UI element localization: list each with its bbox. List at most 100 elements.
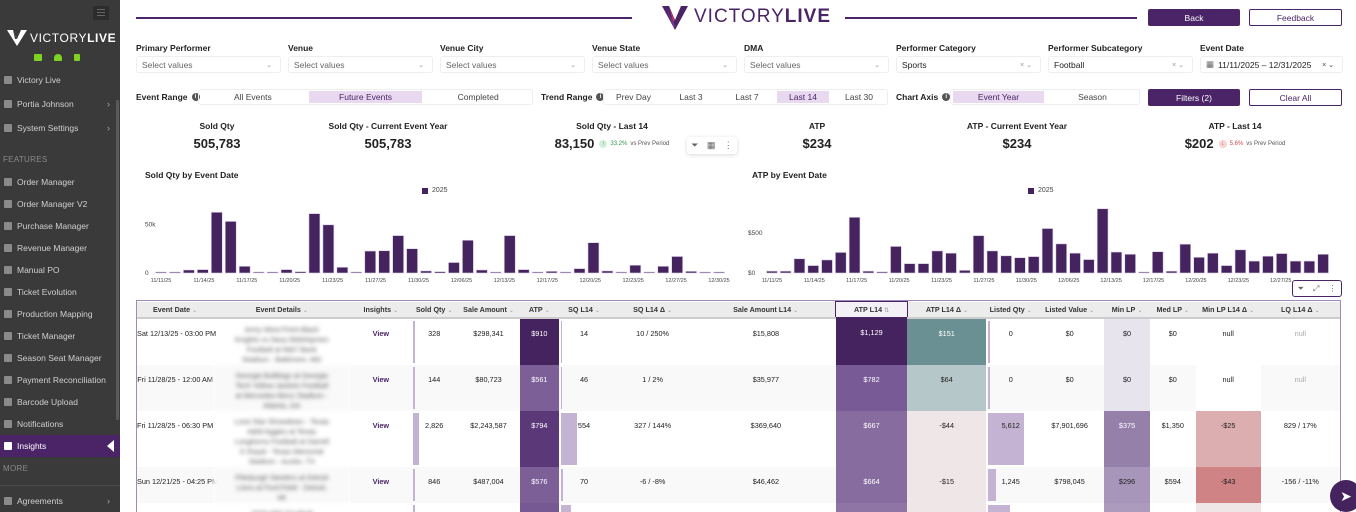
column-header-sq-l14[interactable]: SQ L14 ⌄	[558, 301, 610, 319]
bar[interactable]	[671, 256, 683, 274]
option-last-3[interactable]: Last 3	[679, 92, 703, 102]
sidebar-item-barcode-upload[interactable]: Barcode Upload	[0, 391, 120, 413]
bar[interactable]	[1152, 251, 1164, 274]
bar[interactable]	[1262, 255, 1274, 274]
bar[interactable]	[1234, 249, 1247, 274]
bar[interactable]	[531, 271, 544, 274]
sidebar-scrollbar[interactable]	[116, 100, 119, 420]
bar[interactable]	[1138, 271, 1150, 274]
chevron-down-icon[interactable]: ⌄	[393, 307, 399, 314]
chevron-down-icon[interactable]: ⌄	[1089, 307, 1095, 314]
bar[interactable]	[1000, 255, 1012, 274]
sidebar-item-order-manager[interactable]: Order Manager	[0, 171, 120, 193]
info-icon[interactable]: i	[596, 93, 605, 101]
chevron-down-icon[interactable]: ⌄	[722, 61, 728, 69]
bar[interactable]	[238, 265, 251, 274]
chevron-down-icon[interactable]: ⌄	[302, 307, 308, 314]
filters-button[interactable]: Filters (2)	[1148, 89, 1240, 106]
bar[interactable]	[945, 252, 957, 274]
bar[interactable]	[462, 239, 474, 274]
chevron-down-icon[interactable]: ⌄	[508, 307, 514, 314]
chevron-down-icon[interactable]: ⌄	[1137, 307, 1143, 314]
bar[interactable]	[1220, 265, 1233, 274]
sidebar-item-manual-po[interactable]: Manual PO	[0, 259, 120, 281]
option-all-events[interactable]: All Events	[233, 92, 272, 102]
chevron-down-icon[interactable]: ⌄	[570, 61, 576, 69]
filter-select-event-date[interactable]: ▦ 11/11/2025 – 12/31/2025 × ⌄	[1200, 56, 1343, 73]
bar[interactable]	[1193, 257, 1205, 274]
chevron-down-icon[interactable]: × ⌄	[1322, 61, 1334, 69]
bar[interactable]	[211, 211, 223, 274]
chevron-down-icon[interactable]: ⌄	[1249, 307, 1255, 314]
chevron-down-icon[interactable]: × ⌄	[1172, 61, 1184, 69]
bar[interactable]	[917, 263, 930, 274]
bar[interactable]	[890, 246, 902, 274]
bar[interactable]	[1303, 260, 1316, 274]
sidebar-item-payment-reconciliation[interactable]: Payment Reconciliation	[0, 369, 120, 391]
option-future-events[interactable]: Future Events	[308, 91, 423, 103]
sidebar-item-order-manager-v2[interactable]: Order Manager V2	[0, 193, 120, 215]
option-last-30[interactable]: Last 30	[845, 92, 873, 102]
bar[interactable]	[1317, 253, 1329, 274]
bar[interactable]	[197, 269, 209, 274]
sidebar-item-production-mapping[interactable]: Production Mapping	[0, 303, 120, 325]
bar[interactable]	[699, 271, 711, 274]
filter-icon[interactable]: ⏷	[691, 140, 699, 150]
option-prev-day[interactable]: Prev Day	[616, 92, 651, 102]
sidebar-item-ticket-manager[interactable]: Ticket Manager	[0, 325, 120, 347]
bar[interactable]	[266, 271, 279, 274]
chevron-down-icon[interactable]: ⌄	[266, 61, 272, 69]
bar[interactable]	[322, 224, 335, 274]
column-header-med-lp[interactable]: Med LP ⌄	[1149, 301, 1196, 319]
bar[interactable]	[294, 271, 307, 274]
bar[interactable]	[364, 250, 377, 274]
bar[interactable]	[876, 271, 888, 274]
bar[interactable]	[766, 270, 778, 274]
chevron-down-icon[interactable]: ⌄	[667, 307, 673, 314]
bar[interactable]	[848, 217, 861, 274]
bar[interactable]	[1207, 252, 1219, 274]
bar[interactable]	[350, 271, 363, 274]
column-header-atp-l14[interactable]: ATP L14 ⇅	[835, 301, 908, 318]
cell-insights[interactable]: View	[350, 411, 411, 467]
bar[interactable]	[972, 235, 985, 274]
column-header-sale-amount[interactable]: Sale Amount ⌄	[457, 301, 521, 319]
column-header-event-date[interactable]: Event Date ⌄	[137, 301, 214, 319]
column-header-listed-value[interactable]: Listed Value ⌄	[1035, 301, 1105, 319]
chevron-down-icon[interactable]: ⌄	[594, 307, 600, 314]
clear-all-button[interactable]: Clear All	[1249, 89, 1342, 106]
sidebar-item-purchase-manager[interactable]: Purchase Manager	[0, 215, 120, 237]
bar[interactable]	[685, 271, 697, 274]
bar[interactable]	[503, 235, 516, 274]
bar[interactable]	[308, 213, 321, 274]
bar[interactable]	[392, 235, 404, 274]
chevron-down-icon[interactable]: ⌄	[1184, 307, 1190, 314]
upload-icon[interactable]	[74, 54, 80, 61]
bar[interactable]	[643, 271, 656, 274]
filter-select-venue[interactable]: Select values ⌄	[288, 56, 433, 73]
sidebar-item-victory-live[interactable]: Victory Live	[0, 69, 120, 91]
filter-select-dma[interactable]: Select values ⌄	[744, 56, 889, 73]
bar[interactable]	[155, 271, 167, 274]
bar[interactable]	[601, 270, 614, 274]
sidebar-item-agreements[interactable]: Agreements ›	[0, 490, 120, 512]
bar[interactable]	[1069, 252, 1081, 274]
back-button[interactable]: Back	[1148, 9, 1240, 26]
sidebar-item-portia-johnson[interactable]: Portia Johnson ›	[0, 93, 120, 115]
option-last-14[interactable]: Last 14	[777, 91, 829, 103]
bar[interactable]	[573, 268, 586, 274]
bar[interactable]	[476, 269, 488, 274]
expand-icon[interactable]: ⤢	[1313, 283, 1320, 293]
sidebar-toggle-button[interactable]	[93, 6, 109, 20]
bar[interactable]	[793, 258, 806, 274]
column-header-insights[interactable]: Insights ⌄	[350, 301, 412, 319]
chevron-down-icon[interactable]: × ⌄	[1020, 61, 1032, 69]
option-last-7[interactable]: Last 7	[735, 92, 759, 102]
bar[interactable]	[420, 270, 432, 274]
bar[interactable]	[224, 221, 237, 274]
feedback-button[interactable]: Feedback	[1249, 9, 1342, 26]
chevron-down-icon[interactable]: ⌄	[793, 307, 799, 314]
sort-icon[interactable]: ⇅	[884, 308, 890, 314]
bar[interactable]	[779, 270, 792, 274]
column-header-sold-qty[interactable]: Sold Qty ⌄	[411, 301, 458, 319]
